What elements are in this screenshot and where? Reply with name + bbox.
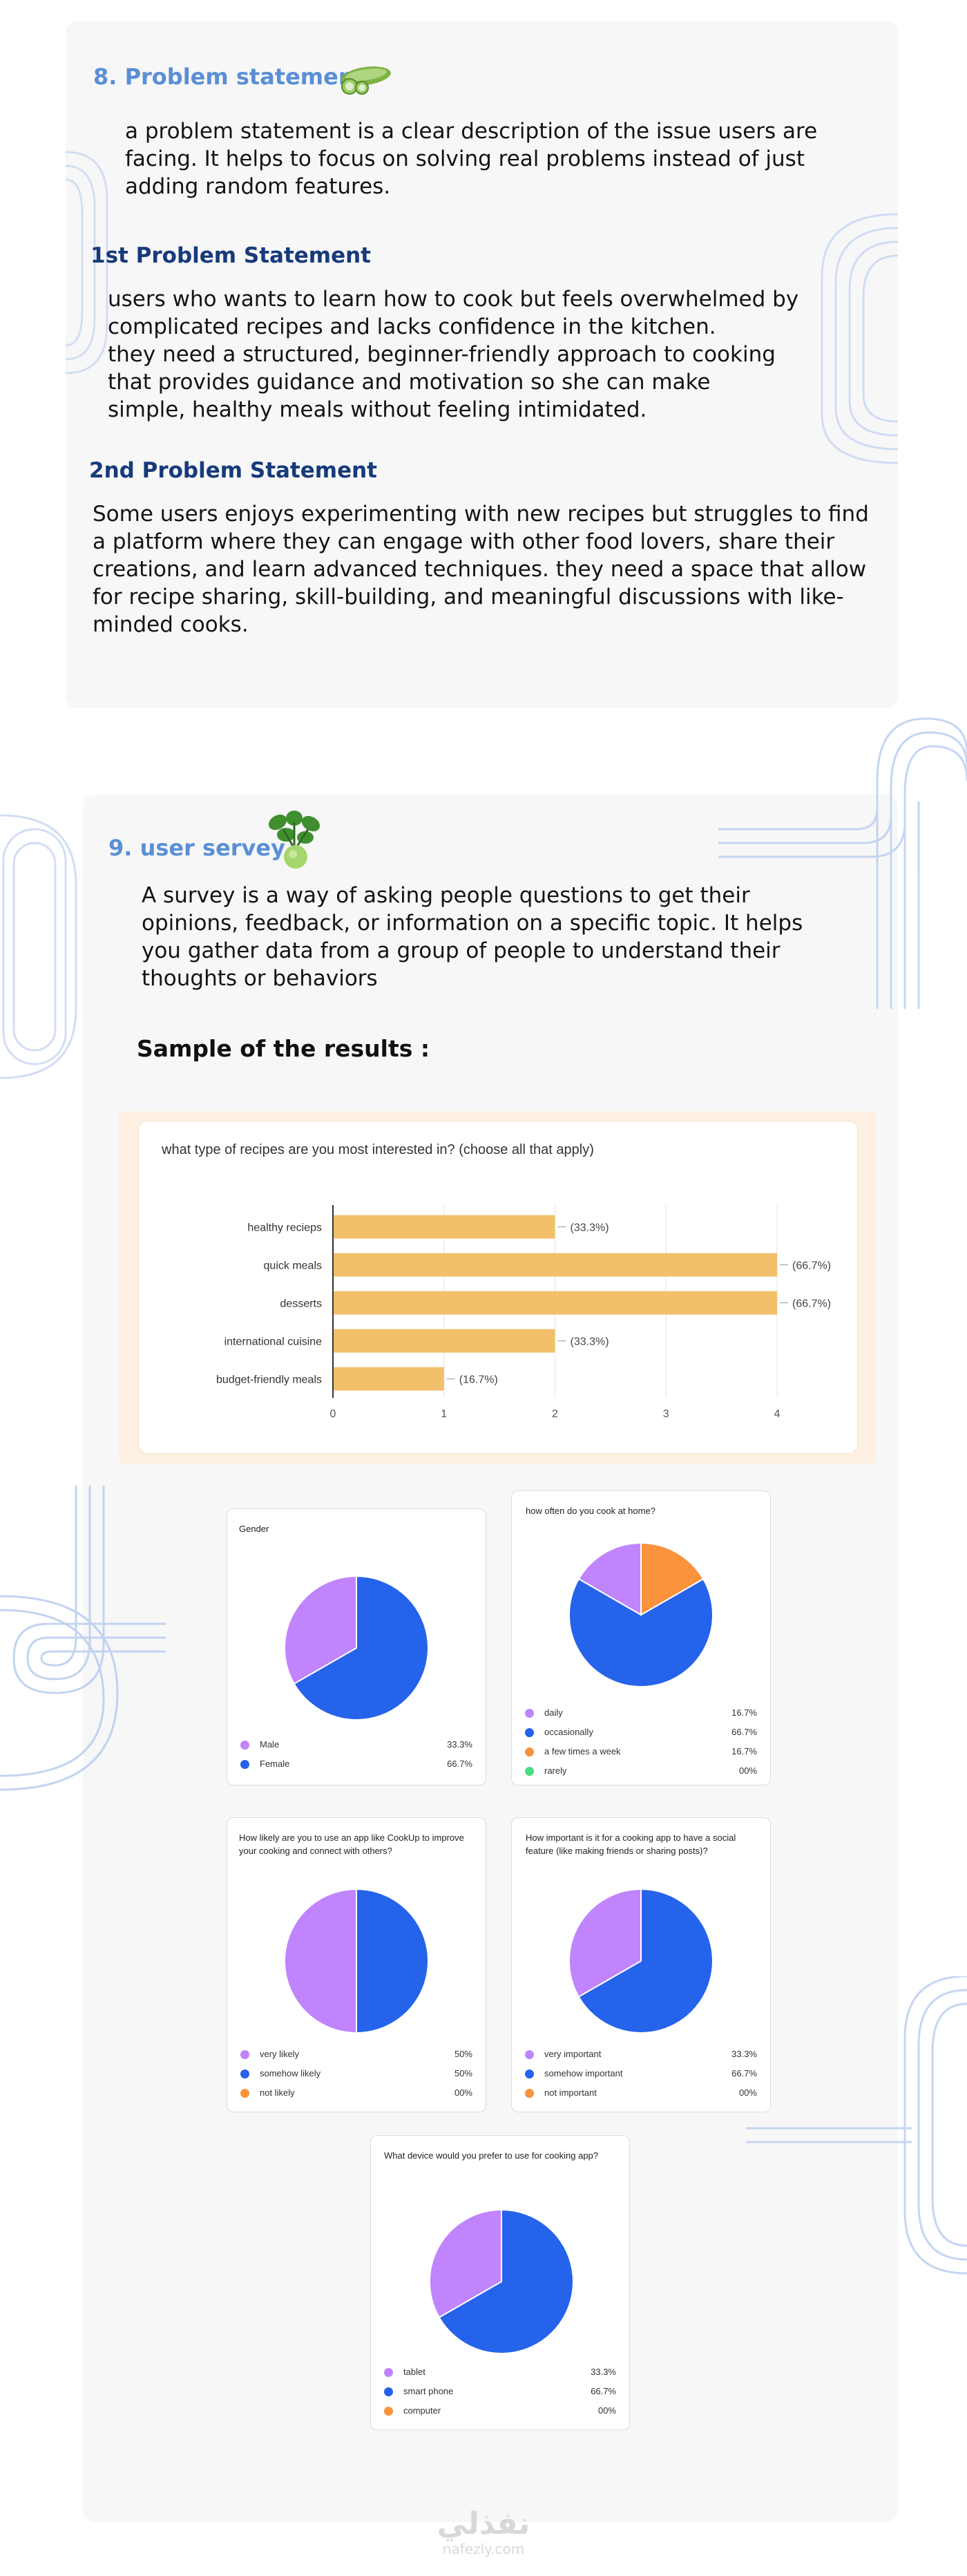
- legend-value: 33.3%: [591, 2367, 616, 2377]
- legend-item: not likely 00%: [240, 2087, 472, 2100]
- legend-item: tablet 33.3%: [384, 2367, 616, 2379]
- legend-label: very likely: [260, 2049, 300, 2059]
- legend-swatch: [240, 2050, 249, 2059]
- legend-value: 33.3%: [447, 1739, 472, 1750]
- legend-item: smart phone 66.7%: [384, 2386, 616, 2398]
- legend-swatch: [384, 2368, 393, 2377]
- gender-pie-question: Gender: [239, 1524, 269, 1534]
- survey-intro-line: you gather data from a group of people t…: [142, 938, 781, 963]
- sample-results-heading: Sample of the results :: [137, 1035, 430, 1062]
- legend-item: a few times a week 16.7%: [525, 1746, 757, 1759]
- legend-swatch: [240, 1741, 249, 1750]
- legend-value: 33.3%: [731, 2049, 757, 2059]
- legend-label: somehow important: [544, 2068, 623, 2078]
- bar-chart-question: what type of recipes are you most intere…: [162, 1142, 594, 1157]
- legend-value: 66.7%: [447, 1759, 472, 1769]
- legend-label: computer: [403, 2405, 441, 2416]
- ps1-line: users who wants to learn how to cook but…: [108, 287, 799, 312]
- legend-swatch: [525, 2070, 534, 2078]
- legend-label: very important: [544, 2049, 602, 2059]
- legend-value: 16.7%: [731, 1707, 757, 1718]
- watermark-latin: nafezly.com: [442, 2541, 525, 2557]
- legend-swatch: [240, 2070, 249, 2078]
- device-preference-pie-question: What device would you prefer to use for …: [384, 2150, 599, 2161]
- legend-item: very important 33.3%: [525, 2049, 757, 2061]
- legend-label: Male: [260, 1739, 280, 1750]
- first-problem-statement-title: 1st Problem Statement: [90, 243, 371, 268]
- legend-value: 66.7%: [731, 1727, 757, 1737]
- ps1-line: that provides guidance and motivation so…: [108, 370, 711, 395]
- legend-value: 16.7%: [731, 1746, 757, 1756]
- survey-intro-line: A survey is a way of asking people quest…: [142, 883, 750, 908]
- ps2-line: a platform where they can engage with ot…: [93, 529, 835, 554]
- legend-label: tablet: [403, 2367, 425, 2377]
- ps2-line: Some users enjoys experimenting with new…: [93, 502, 869, 527]
- problem-statement-panel: [66, 21, 898, 708]
- section-8-title: 8. Problem statement: [93, 64, 365, 90]
- legend-swatch: [525, 1748, 534, 1756]
- cook-frequency-pie-card: [511, 1490, 771, 1786]
- legend-item: somehow likely 50%: [240, 2068, 472, 2081]
- legend-item: rarely 00%: [525, 1765, 757, 1778]
- legend-value: 66.7%: [591, 2386, 616, 2396]
- legend-label: rarely: [544, 1765, 567, 1776]
- legend-label: somehow likely: [260, 2068, 321, 2078]
- legend-swatch: [384, 2387, 393, 2396]
- legend-swatch: [525, 1709, 534, 1718]
- legend-item: computer 00%: [384, 2405, 616, 2418]
- intro-line: a problem statement is a clear descripti…: [125, 119, 818, 144]
- legend-item: very likely 50%: [240, 2049, 472, 2061]
- legend-value: 00%: [454, 2087, 472, 2098]
- bar-chart-card: [138, 1121, 858, 1454]
- cook-frequency-pie-question: how often do you cook at home?: [526, 1506, 655, 1516]
- legend-swatch: [384, 2407, 393, 2416]
- watermark-arabic: نفذلي: [437, 2506, 530, 2541]
- intro-line: facing. It helps to focus on solving rea…: [125, 146, 805, 171]
- nafezly-watermark: نفذلي nafezly.com: [414, 2507, 553, 2557]
- legend-swatch: [240, 2089, 249, 2098]
- first-problem-statement-text: users who wants to learn how to cook but…: [108, 285, 798, 424]
- legend-label: a few times a week: [544, 1746, 621, 1756]
- legend-swatch: [525, 1767, 534, 1776]
- legend-value: 00%: [738, 1765, 757, 1776]
- decorative-capsule-left: [0, 814, 77, 1079]
- legend-label: daily: [544, 1707, 563, 1718]
- section-9-title: 9. user servey: [108, 835, 285, 861]
- ps1-line: complicated recipes and lacks confidence…: [108, 314, 716, 339]
- ps1-line: simple, healthy meals without feeling in…: [108, 397, 647, 422]
- problem-statement-intro: a problem statement is a clear descripti…: [125, 117, 817, 200]
- survey-intro-line: thoughts or behaviors: [142, 966, 378, 991]
- legend-value: 00%: [597, 2405, 616, 2416]
- legend-swatch: [525, 2089, 534, 2098]
- second-problem-statement-title: 2nd Problem Statement: [89, 458, 377, 483]
- legend-item: Female 66.7%: [240, 1759, 472, 1771]
- legend-value: 00%: [738, 2087, 757, 2098]
- ps1-line: they need a structured, beginner-friendl…: [108, 342, 776, 367]
- legend-item: occasionally 66.7%: [525, 1727, 757, 1739]
- ps2-line: minded cooks.: [93, 612, 249, 637]
- legend-swatch: [240, 1760, 249, 1769]
- legend-label: smart phone: [403, 2386, 454, 2396]
- app-likelihood-pie-question: How likely are you to use an app like Co…: [239, 1832, 464, 1856]
- legend-swatch: [525, 2050, 534, 2059]
- legend-swatch: [525, 1728, 534, 1737]
- second-problem-statement-text: Some users enjoys experimenting with new…: [93, 500, 869, 638]
- legend-label: Female: [260, 1759, 290, 1769]
- legend-label: not likely: [260, 2087, 295, 2098]
- legend-item: somehow important 66.7%: [525, 2068, 757, 2081]
- legend-item: daily 16.7%: [525, 1707, 757, 1720]
- intro-line: adding random features.: [125, 174, 391, 199]
- legend-item: Male 33.3%: [240, 1739, 472, 1752]
- survey-intro-line: opinions, feedback, or information on a …: [142, 911, 803, 936]
- legend-value: 50%: [454, 2049, 472, 2059]
- ps2-line: creations, and learn advanced techniques…: [93, 557, 867, 582]
- legend-item: not important 00%: [525, 2087, 757, 2100]
- legend-value: 50%: [454, 2068, 472, 2078]
- social-feature-pie-question: How important is it for a cooking app to…: [526, 1832, 736, 1856]
- legend-value: 66.7%: [731, 2068, 757, 2078]
- legend-label: not important: [544, 2087, 597, 2098]
- ps2-line: for recipe sharing, skill-building, and …: [93, 585, 844, 609]
- user-survey-intro: A survey is a way of asking people quest…: [142, 882, 803, 992]
- legend-label: occasionally: [544, 1727, 593, 1737]
